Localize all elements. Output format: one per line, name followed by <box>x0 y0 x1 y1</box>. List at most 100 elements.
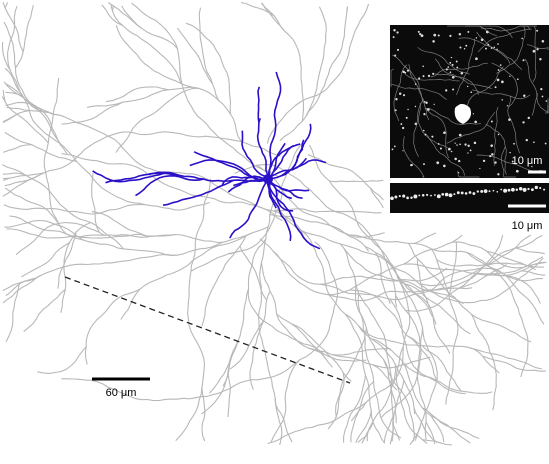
axon-branch <box>111 5 181 83</box>
inset-bouton <box>402 195 405 198</box>
dendrite-branch <box>136 176 204 196</box>
inset-bouton <box>522 121 524 123</box>
inset-bouton <box>503 189 507 193</box>
inset-bouton <box>424 101 426 103</box>
dashed-line <box>65 277 350 383</box>
axon-branch <box>328 373 344 429</box>
scale-bar-label: 60 μm <box>106 387 137 399</box>
inset-bouton <box>480 190 483 193</box>
axon-branch <box>37 347 86 374</box>
axon-branch <box>262 3 304 122</box>
inset-bouton <box>521 38 523 40</box>
inset-bouton <box>422 194 425 197</box>
inset-bouton <box>496 49 497 50</box>
inset-bouton <box>432 73 434 75</box>
inset-bouton <box>425 102 427 104</box>
inset-bouton <box>472 192 475 195</box>
inset-bouton <box>465 45 467 47</box>
axon-branch <box>277 314 352 382</box>
axon-branch <box>22 242 70 277</box>
inset-bouton <box>459 143 461 145</box>
dendrite-branch <box>268 179 309 191</box>
inset-bouton <box>399 92 401 94</box>
inset-bouton <box>440 147 442 149</box>
inset-bouton <box>491 153 493 155</box>
inset-bouton <box>441 193 444 196</box>
inset-bouton <box>418 77 420 79</box>
inset-bouton <box>542 40 545 43</box>
inset-bouton <box>449 193 453 197</box>
inset-bouton <box>513 143 515 145</box>
soma <box>263 174 273 184</box>
inset-bouton <box>491 47 493 49</box>
inset-bouton <box>438 34 440 36</box>
inset-bouton <box>461 192 464 195</box>
dendrite-tracing <box>93 72 326 249</box>
inset-bouton <box>399 195 401 197</box>
inset-bouton <box>467 86 468 87</box>
axon-branch <box>332 349 391 356</box>
inset-bouton <box>470 91 472 93</box>
inset-bouton <box>533 141 535 143</box>
axon-branch <box>267 4 368 144</box>
axon-branch <box>186 23 231 114</box>
axon-branch <box>240 246 266 299</box>
inset-bouton <box>423 130 425 132</box>
inset-bouton <box>402 150 403 151</box>
axon-branch <box>336 328 367 417</box>
inset-bouton <box>493 190 495 192</box>
inset-bouton <box>543 189 545 191</box>
inset-bouton <box>494 47 496 49</box>
inset-bouton <box>545 143 547 145</box>
axon-branch <box>4 205 145 215</box>
inset-bouton <box>396 31 398 33</box>
axon-branch <box>7 229 72 238</box>
inset-bouton <box>454 158 457 161</box>
inset-bouton <box>405 72 407 74</box>
inset-bouton <box>542 96 544 98</box>
inset-bouton <box>483 160 485 162</box>
axon-branch <box>202 388 205 441</box>
axon-branch <box>116 25 241 141</box>
inset-bouton <box>428 75 430 77</box>
axon-branch <box>344 375 366 443</box>
axon-branch <box>423 440 452 445</box>
axon-branch <box>62 102 123 124</box>
axon-branch <box>3 111 31 122</box>
inset-bouton <box>430 195 432 197</box>
inset-bouton <box>394 54 396 56</box>
inset-bouton <box>458 160 460 162</box>
inset-bouton <box>536 30 538 32</box>
inset-bouton <box>445 89 447 91</box>
axon-branch <box>6 284 19 342</box>
axon-branch <box>16 223 104 255</box>
inset-bouton <box>403 94 405 96</box>
inset-bouton <box>516 189 518 191</box>
inset-bouton <box>485 48 487 50</box>
dendrite-branch <box>248 179 268 219</box>
inset-top: 10 μm <box>390 25 549 178</box>
axon-branch <box>122 6 178 49</box>
inset-bouton <box>432 40 435 43</box>
inset-bouton <box>489 155 491 157</box>
axon-branch <box>467 347 542 369</box>
inset-bouton <box>498 69 500 71</box>
axon-branch <box>199 8 218 101</box>
inset-bouton <box>423 113 425 115</box>
inset-bouton <box>438 143 440 145</box>
inset-scale-label: 10 μm <box>512 220 543 232</box>
axon-branch <box>330 180 384 181</box>
inset-bouton <box>449 35 451 37</box>
inset-bouton <box>501 99 502 100</box>
inset-bouton <box>473 113 474 114</box>
dendrite-branch <box>258 87 259 123</box>
axon-branch <box>3 42 49 112</box>
inset-bouton <box>452 88 454 90</box>
inset-bouton <box>437 194 441 198</box>
inset-bouton <box>449 62 451 64</box>
inset-bouton <box>536 48 538 50</box>
inset-bouton <box>426 194 428 196</box>
axon-branch <box>306 7 348 117</box>
inset-bouton <box>452 64 454 66</box>
inset-bouton <box>427 108 430 111</box>
